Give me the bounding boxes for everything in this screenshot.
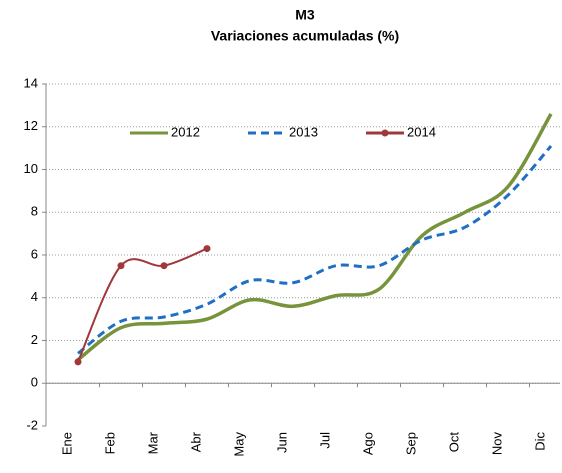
y-tick-label: 2 [31, 332, 38, 347]
y-tick-label: 6 [31, 246, 38, 261]
point [160, 262, 168, 270]
y-tick-label: 0 [31, 375, 38, 390]
y-tick-label: 12 [24, 118, 38, 133]
y-tick-label: 4 [31, 289, 38, 304]
x-tick-label: Nov [489, 432, 504, 456]
y-tick-label: -2 [26, 417, 38, 432]
x-tick-label: Ago [360, 432, 375, 455]
x-tick-label: Mar [145, 431, 160, 454]
y-tick-label: 8 [31, 204, 38, 219]
x-tick-label: Ene [59, 432, 74, 455]
legend-label: 2013 [289, 124, 318, 139]
chart-title: M3 [295, 7, 315, 23]
y-tick-label: 14 [24, 75, 38, 90]
series-line [77, 145, 553, 355]
point [74, 358, 82, 366]
x-tick-label: Feb [102, 432, 117, 454]
x-tick-label: May [231, 432, 246, 457]
legend-label: 2014 [407, 124, 436, 139]
chart-subtitle: Variaciones acumuladas (%) [211, 28, 399, 44]
x-tick-label: Jul [317, 432, 332, 449]
legend-marker [381, 129, 389, 137]
x-tick-label: Jun [274, 432, 289, 453]
series-line [77, 247, 208, 363]
x-tick-label: Sep [403, 432, 418, 455]
x-tick-label: Oct [446, 432, 461, 453]
point [117, 262, 125, 270]
y-tick-label: 10 [24, 161, 38, 176]
legend-label: 2012 [171, 124, 200, 139]
x-tick-label: Abr [188, 431, 203, 452]
point [203, 245, 211, 253]
series-line [76, 113, 553, 362]
x-tick-label: Dic [532, 432, 547, 451]
